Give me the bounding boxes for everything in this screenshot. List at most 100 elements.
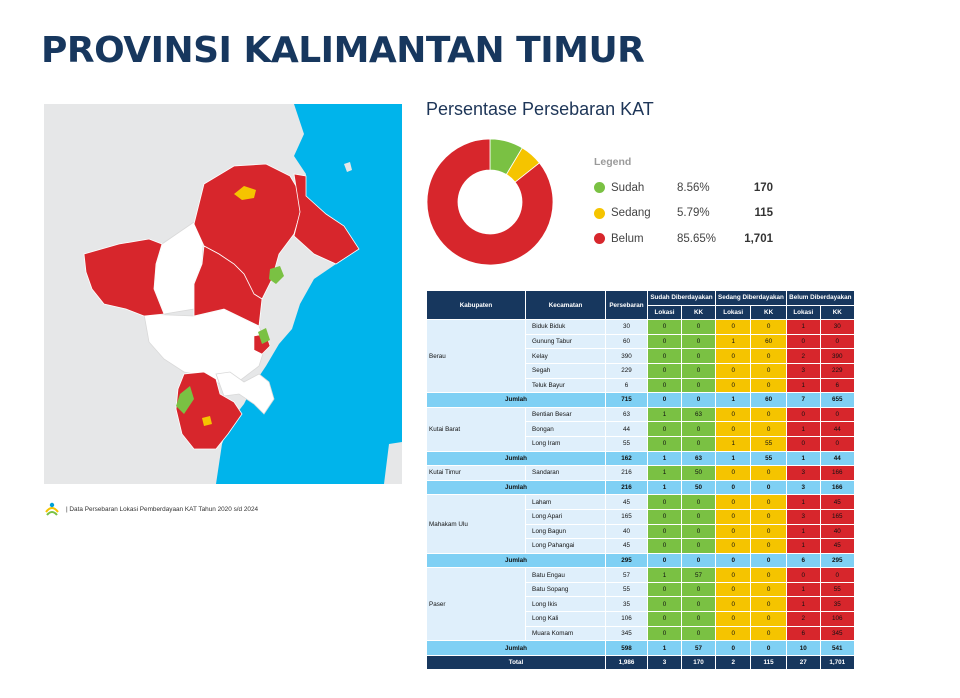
value-cell: 0: [714, 567, 752, 583]
total-cell: 170: [681, 654, 716, 671]
subtotal-cell: 295: [819, 552, 855, 569]
persebaran-cell: 216: [605, 465, 648, 481]
value-cell: 55: [819, 581, 855, 598]
value-cell: 0: [714, 625, 752, 642]
value-cell: 0: [750, 538, 787, 554]
value-cell: 0: [750, 567, 787, 583]
table-row: Long Pahangai 45 0 0 0 0 1 45: [427, 538, 855, 554]
chart-title: Persentase Persebaran KAT: [426, 99, 654, 119]
persebaran-cell: 6: [605, 377, 648, 394]
source-note-text: | Data Persebaran Lokasi Pemberdayaan KA…: [66, 505, 259, 513]
header-kk: KK: [750, 304, 787, 321]
value-cell: 0: [647, 348, 682, 364]
kecamatan-cell: Long Pahangai: [525, 538, 606, 554]
value-cell: 3: [785, 508, 821, 525]
value-cell: 0: [750, 377, 787, 394]
value-cell: 229: [819, 362, 855, 379]
table-row: Long Bagun 40 0 0 0 0 1 40: [427, 523, 855, 540]
value-cell: 1: [785, 581, 821, 598]
subtotal-cell: 162: [605, 450, 648, 467]
legend-label: Sedang: [611, 207, 651, 220]
value-cell: 0: [819, 435, 855, 452]
table-row: Kelay 390 0 0 0 0 2 390: [427, 348, 855, 364]
value-cell: 2: [785, 348, 821, 364]
value-cell: 0: [785, 567, 821, 583]
subtotal-cell: 0: [681, 552, 716, 569]
kecamatan-cell: Teluk Bayur: [525, 377, 606, 394]
value-cell: 0: [681, 611, 716, 627]
subtotal-cell: 0: [750, 640, 787, 656]
value-cell: 1: [647, 465, 682, 481]
total-cell: 1,986: [605, 654, 648, 671]
value-cell: 45: [819, 538, 855, 554]
value-cell: 0: [647, 611, 682, 627]
value-cell: 0: [647, 377, 682, 394]
header-persebaran: Persebaran: [605, 289, 648, 321]
kecamatan-cell: Long Iram: [525, 435, 606, 452]
table-row: Teluk Bayur 6 0 0 0 0 1 6: [427, 377, 855, 394]
value-cell: 50: [681, 465, 716, 481]
value-cell: 2: [785, 611, 821, 627]
value-cell: 57: [681, 567, 716, 583]
table-row: Mahakam Ulu Laham 45 0 0 0 0 1 45: [426, 494, 855, 554]
value-cell: 0: [785, 406, 821, 423]
value-cell: 0: [681, 435, 716, 452]
kecamatan-cell: Bentian Besar: [525, 406, 606, 423]
value-cell: 0: [714, 319, 752, 335]
value-cell: 0: [681, 625, 716, 642]
value-cell: 0: [750, 611, 787, 627]
subtotal-label: Jumlah: [426, 640, 606, 656]
value-cell: 0: [714, 348, 752, 364]
chart-legend: Legend Sudah 8.56% 170 Sedang 5.79% 115 Belum 8…: [594, 156, 773, 252]
subtotal-cell: 50: [681, 479, 716, 496]
persebaran-cell: 345: [605, 625, 648, 642]
kecamatan-cell: Sandaran: [525, 465, 606, 481]
source-note: | Data Persebaran Lokasi Pemberdayaan KA…: [44, 500, 258, 518]
value-cell: 0: [750, 362, 787, 379]
kecamatan-cell: Long Kali: [525, 611, 606, 627]
value-cell: 1: [785, 523, 821, 540]
subtotal-cell: 57: [681, 640, 716, 656]
value-cell: 0: [714, 421, 752, 437]
legend-item-sedang: Sedang 5.79% 115: [594, 201, 773, 227]
value-cell: 1: [647, 567, 682, 583]
value-cell: 35: [819, 596, 855, 613]
subtotal-label: Jumlah: [426, 479, 606, 496]
value-cell: 0: [750, 348, 787, 364]
value-cell: 0: [647, 421, 682, 437]
persebaran-cell: 45: [605, 538, 648, 554]
value-cell: 45: [819, 494, 855, 510]
persebaran-cell: 55: [605, 581, 648, 598]
value-cell: 345: [819, 625, 855, 642]
subtotal-row: Jumlah 162 1 63 1 55 1 44: [426, 450, 855, 467]
subtotal-cell: 598: [605, 640, 648, 656]
persebaran-cell: 40: [605, 523, 648, 540]
kabupaten-cell: Kutai Barat: [426, 406, 526, 452]
subtotal-label: Jumlah: [426, 392, 606, 408]
header-kk: KK: [681, 304, 716, 321]
subtotal-cell: 10: [785, 640, 821, 656]
value-cell: 0: [681, 319, 716, 335]
value-cell: 0: [714, 611, 752, 627]
header-belum: Belum Diberdayakan: [785, 290, 855, 306]
value-cell: 0: [681, 508, 716, 525]
value-cell: 0: [714, 494, 752, 510]
subtotal-cell: 1: [714, 450, 752, 467]
subtotal-cell: 655: [819, 392, 855, 408]
persebaran-cell: 55: [605, 435, 648, 452]
value-cell: 0: [750, 508, 787, 525]
value-cell: 0: [714, 465, 752, 481]
value-cell: 0: [681, 333, 716, 350]
subtotal-cell: 0: [750, 479, 787, 496]
value-cell: 0: [714, 538, 752, 554]
total-row: Total 1,986 3 170 2 115 27 1,701: [426, 654, 855, 671]
value-cell: 0: [785, 435, 821, 452]
subtotal-cell: 1: [785, 450, 821, 467]
subtotal-cell: 295: [605, 552, 648, 569]
value-cell: 0: [750, 319, 787, 335]
persebaran-cell: 106: [605, 611, 648, 627]
value-cell: 0: [750, 494, 787, 510]
value-cell: 0: [750, 421, 787, 437]
subtotal-row: Jumlah 598 1 57 0 0 10 541: [426, 640, 855, 656]
legend-percent: 8.56%: [677, 181, 710, 194]
